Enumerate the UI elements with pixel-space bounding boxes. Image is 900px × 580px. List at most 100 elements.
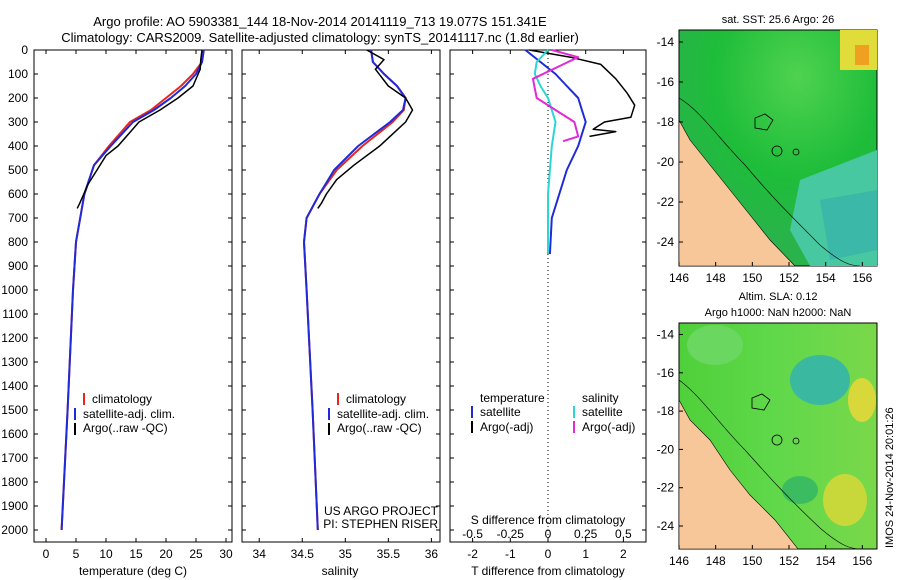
- series-line-satellite-adj-clim-: [60, 49, 205, 531]
- series-line-s-argo: [531, 49, 580, 143]
- sla-map-subtitle: Argo h1000: NaN h2000: NaN: [705, 307, 852, 319]
- lon-tick-label: 148: [706, 554, 726, 568]
- lon-tick-label: 150: [742, 554, 762, 568]
- x-tick-label: 30: [219, 547, 233, 561]
- cool-region-2: [820, 190, 877, 260]
- series-line-argo: [317, 49, 414, 209]
- x-tick-label: 5: [73, 547, 80, 561]
- legend-satellite-label: satellite-adj. clim.: [83, 407, 175, 421]
- temperature-axis-label: temperature (deg C): [79, 564, 187, 578]
- project-credit: US ARGO PROJECT: [324, 504, 439, 518]
- reef-circle: [771, 145, 783, 157]
- s-tick-label: 0.25: [574, 527, 598, 541]
- temperature-panel: 0100200300400500600700800900100011001200…: [1, 43, 233, 578]
- x-tick-label: 35: [339, 547, 353, 561]
- depth-tick-label: 300: [8, 115, 28, 129]
- depth-tick-label: 1600: [1, 427, 28, 441]
- reef-outline: [751, 393, 771, 411]
- legend-argo-swatch: [74, 423, 76, 435]
- depth-tick-label: 1500: [1, 403, 28, 417]
- land: [678, 399, 799, 550]
- depth-tick-label: 600: [8, 187, 28, 201]
- lat-tick-label: -20: [657, 155, 675, 169]
- footer-timestamp: IMOS 24-Nov-2014 20:01:26: [884, 407, 896, 548]
- lon-tick-label: 150: [742, 271, 762, 285]
- sst-map: 146 148 150 152 154 156 -14 -16 -18 -20 -22 -24 sat…: [657, 14, 878, 285]
- x-tick-label: -2: [467, 547, 478, 561]
- lat-tick-label: -14: [657, 327, 675, 341]
- legend-t-argo-swatch: [471, 421, 473, 433]
- series-line-t-argo: [529, 49, 636, 138]
- depth-tick-label: 800: [8, 235, 28, 249]
- series-line-satellite-adj-clim-: [303, 49, 407, 531]
- lat-tick-label: -16: [657, 366, 675, 380]
- x-tick-label: 36: [425, 547, 439, 561]
- depth-tick-label: 1700: [1, 451, 28, 465]
- salinity-panel: 34 34.5 35 35.5 36 salinity climatology sate…: [241, 49, 441, 578]
- hot-patch: [855, 45, 869, 65]
- depth-tick-label: 1900: [1, 499, 28, 513]
- reef-circle: [792, 437, 800, 445]
- depth-tick-label: 1100: [2, 307, 28, 321]
- sla-map-title: Altim. SLA: 0.12: [739, 291, 818, 303]
- s-tick-label: 0.5: [615, 527, 632, 541]
- legend-argo-label: Argo(..raw -QC): [337, 421, 422, 435]
- x-tick-label: 15: [129, 547, 143, 561]
- legend-t-satellite-label: satellite: [480, 405, 521, 419]
- x-tick-label: 0: [43, 547, 50, 561]
- high-sla-region: [848, 378, 876, 422]
- legend-climatology-label: climatology: [92, 392, 152, 406]
- s-tick-label: -0.5: [462, 527, 483, 541]
- legend-climatology-label: climatology: [346, 392, 406, 406]
- s-difference-label: S difference from climatology: [471, 513, 626, 527]
- x-tick-label: 35.5: [377, 547, 401, 561]
- depth-contour: [678, 97, 861, 267]
- legend-s-satellite-swatch: [573, 406, 575, 418]
- depth-tick-label: 1800: [1, 475, 28, 489]
- high-sla-region-2: [823, 474, 867, 526]
- legend-satellite-swatch: [328, 408, 330, 420]
- lat-tick-label: -16: [657, 75, 675, 89]
- lon-tick-label: 148: [706, 271, 726, 285]
- sla-region-2: [782, 476, 818, 504]
- t-difference-label: T difference from climatology: [471, 564, 625, 578]
- salinity-axis-label: salinity: [322, 564, 359, 578]
- legend-satellite-swatch: [74, 408, 76, 420]
- reef-circle: [792, 148, 800, 156]
- x-tick-label: 1: [582, 547, 589, 561]
- x-tick-label: -1: [505, 547, 516, 561]
- x-tick-label: 0: [545, 547, 552, 561]
- depth-tick-label: 700: [8, 211, 28, 225]
- salinity-legend: climatology satellite-adj. clim. Argo(..…: [328, 392, 429, 435]
- depth-tick-label: 1400: [1, 379, 28, 393]
- legend-s-satellite-label: satellite: [582, 405, 623, 419]
- s-tick-label: -0.25: [497, 527, 525, 541]
- lat-tick-label: -18: [657, 404, 675, 418]
- land: [678, 119, 796, 267]
- lon-tick-label: 152: [779, 271, 799, 285]
- lat-tick-label: -24: [657, 519, 675, 533]
- legend-climatology-swatch: [83, 393, 85, 405]
- s-tick-label: 0: [545, 527, 552, 541]
- depth-tick-label: 500: [8, 163, 28, 177]
- reef-outline: [754, 113, 774, 131]
- difference-legend: temperature salinity satellite Argo(-adj…: [471, 391, 635, 434]
- lat-tick-label: -24: [657, 235, 675, 249]
- series-line-t-satellite: [524, 49, 587, 255]
- depth-tick-label: 1000: [1, 283, 28, 297]
- title-line-1: Argo profile: AO 5903381_144 18-Nov-2014…: [93, 14, 547, 29]
- depth-tick-label: 100: [8, 67, 28, 81]
- legend-s-argo-label: Argo(-adj): [582, 420, 635, 434]
- lon-tick-label: 154: [816, 271, 836, 285]
- lat-tick-label: -18: [657, 115, 675, 129]
- depth-tick-label: 0: [21, 43, 28, 57]
- sla-map: 146 148 150 152 154 156 -14 -16 -18 -20 -22 -24 Alt…: [657, 291, 878, 568]
- depth-tick-label: 1300: [1, 355, 28, 369]
- temperature-legend: climatology satellite-adj. clim. Argo(..…: [74, 392, 175, 435]
- legend-temperature-heading: temperature: [480, 391, 545, 405]
- x-tick-label: 34: [253, 547, 267, 561]
- legend-salinity-heading: salinity: [582, 391, 619, 405]
- low-sla-region: [790, 355, 850, 405]
- series-line-argo: [76, 49, 203, 209]
